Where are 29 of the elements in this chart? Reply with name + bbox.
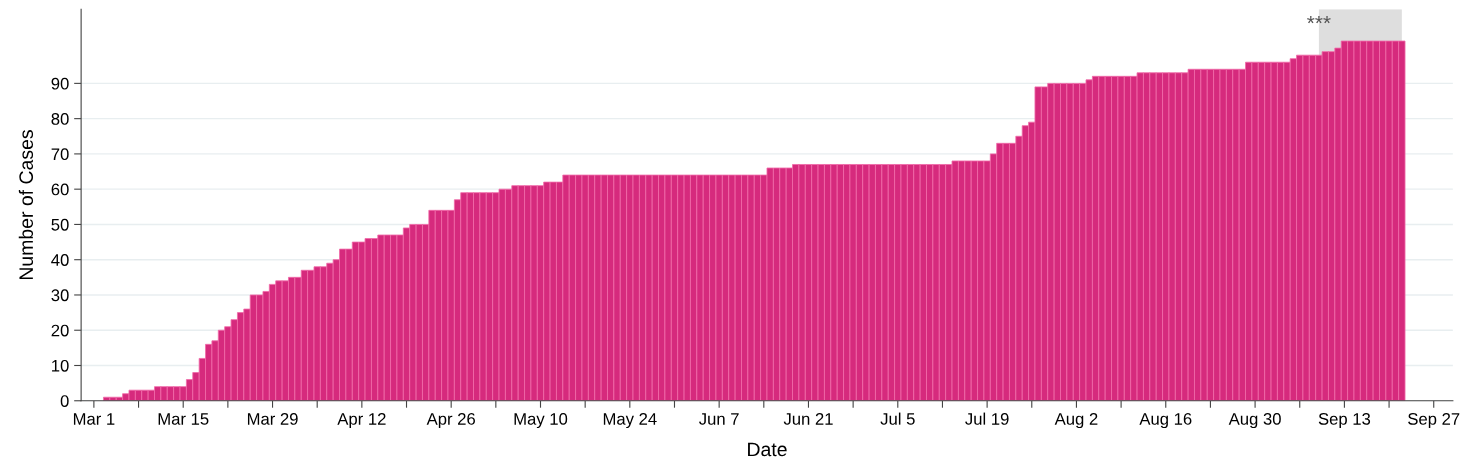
band-label: *** <box>1307 15 1331 24</box>
y-tick-label: 60 <box>51 183 69 196</box>
x-tick-label: May 10 <box>514 413 568 429</box>
x-tick-label: Apr 12 <box>337 413 386 429</box>
x-tick-label: May 24 <box>603 413 657 429</box>
x-tick-label: Aug 2 <box>1054 413 1098 429</box>
x-tick-label: Jul 5 <box>880 412 915 425</box>
x-tick-label: Jul 19 <box>965 412 1009 425</box>
x-tick-label: Jun 7 <box>699 413 739 425</box>
y-tick-label: 0 <box>60 395 69 407</box>
x-tick-label: Aug 30 <box>1228 413 1281 429</box>
x-tick-label: Sep 27 <box>1408 413 1460 429</box>
y-axis-title: Number of Cases <box>18 130 34 280</box>
x-tick-label: Jun 21 <box>783 413 833 425</box>
y-tick-label: 50 <box>51 218 69 231</box>
y-tick-label: 80 <box>51 113 69 125</box>
y-tick-label: 70 <box>51 148 69 161</box>
x-tick-label: Mar 15 <box>158 413 209 425</box>
y-tick-label: 30 <box>51 289 69 302</box>
x-axis-title: Date <box>748 442 787 457</box>
y-tick-label: 90 <box>51 77 69 90</box>
y-tick-label: 40 <box>51 254 69 266</box>
x-tick-label: Sep 13 <box>1318 413 1371 429</box>
x-tick-label: Mar 29 <box>247 413 298 425</box>
x-tick-label: Aug 16 <box>1139 413 1192 429</box>
x-tick-label: Mar 1 <box>73 413 115 425</box>
y-tick-label: 10 <box>52 359 69 372</box>
x-tick-label: Apr 26 <box>426 413 475 429</box>
y-tick-label: 20 <box>51 324 69 337</box>
